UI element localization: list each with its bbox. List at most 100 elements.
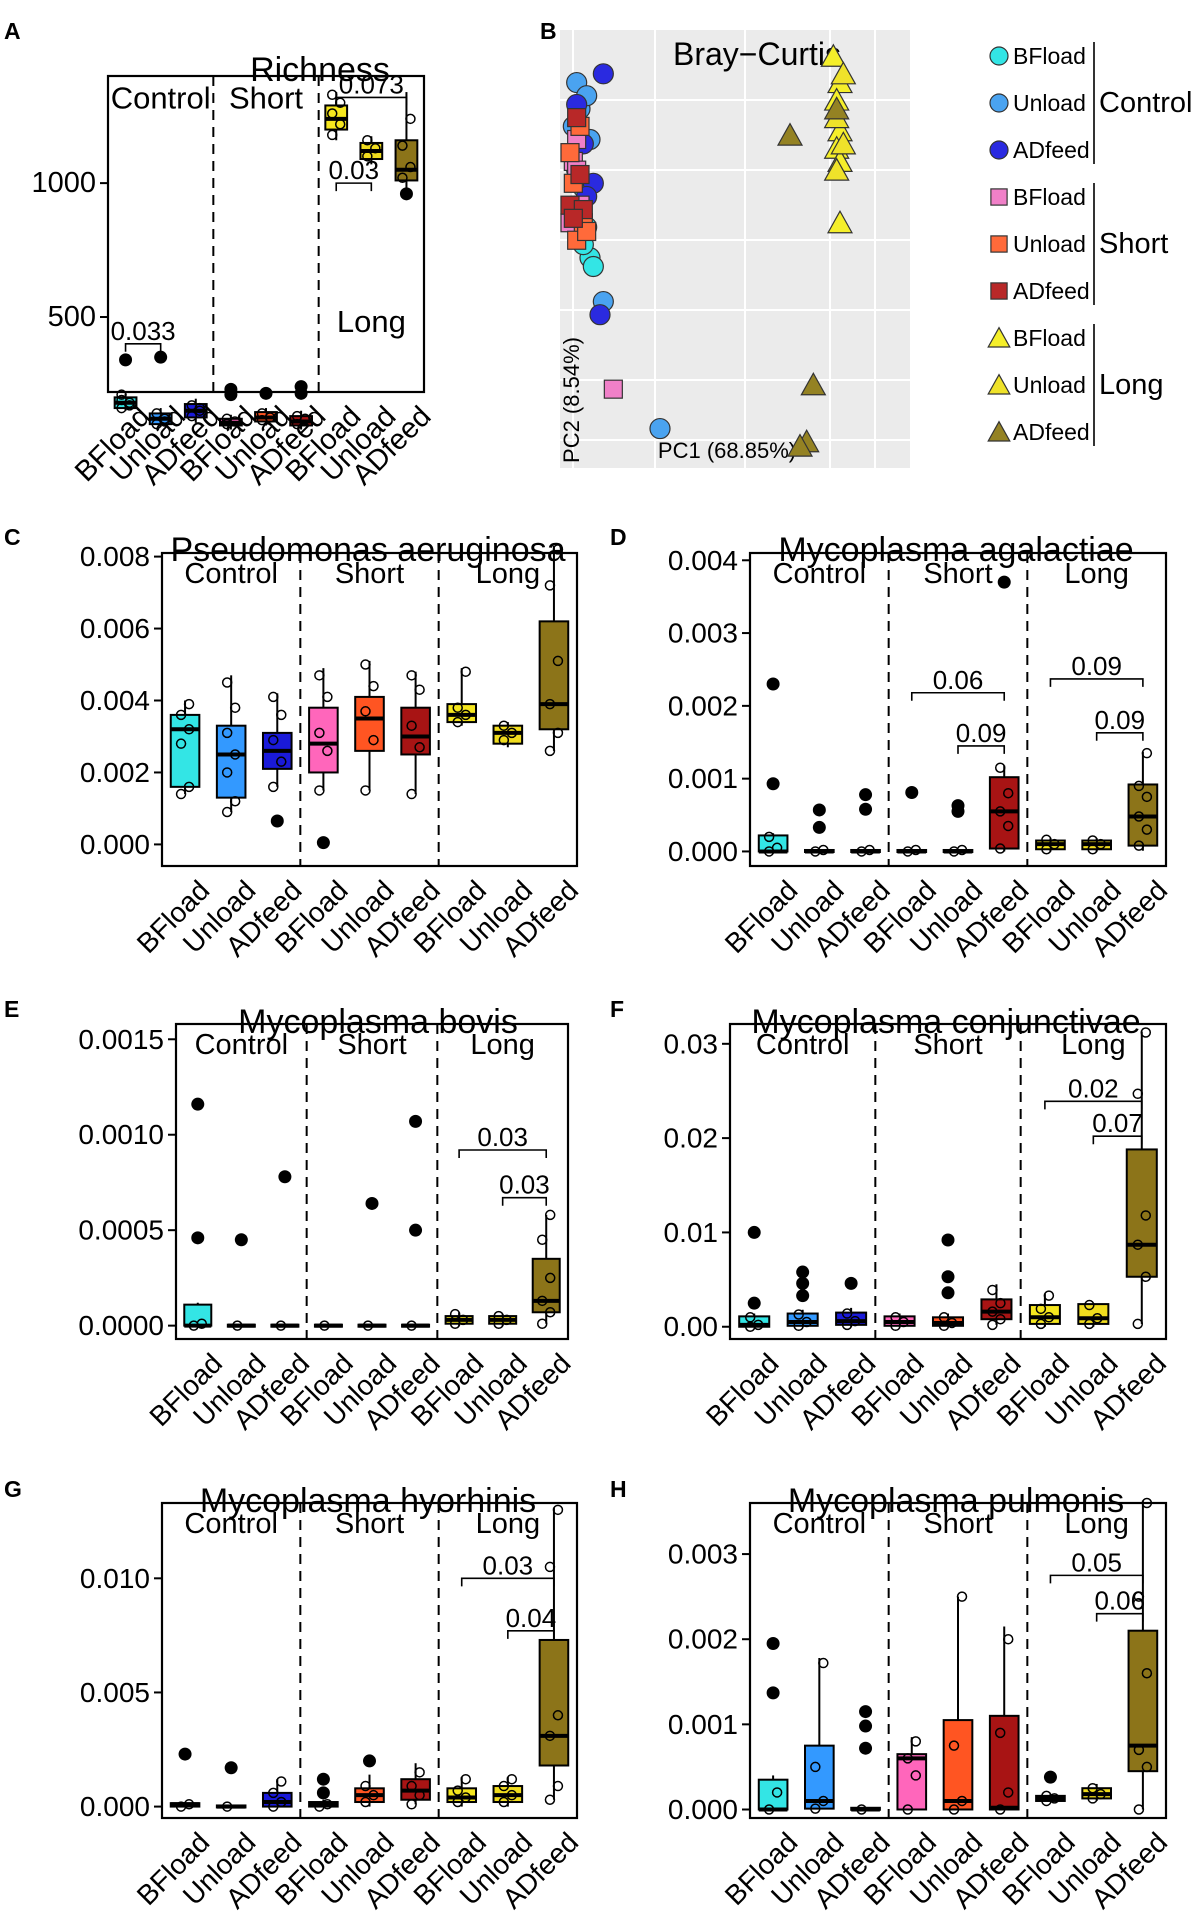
box-1 <box>757 677 789 857</box>
data-point <box>506 1789 518 1801</box>
group-label: Short <box>923 558 992 590</box>
p-value-label: 0.073 <box>339 69 404 99</box>
box-9 <box>538 1504 570 1805</box>
legend-marker <box>989 140 1009 160</box>
data-point <box>1140 1210 1152 1221</box>
group-label: Short <box>337 1029 406 1061</box>
data-point <box>460 1792 471 1803</box>
data-point <box>326 89 338 100</box>
significance-bracket: 0.03 <box>458 1122 548 1158</box>
box-4 <box>896 785 928 857</box>
bracket-line <box>335 96 408 106</box>
y-tick-label: 0.000 <box>668 836 738 867</box>
significance-bracket: 0.03 <box>499 1170 550 1206</box>
legend-marker <box>987 420 1011 442</box>
data-point <box>1041 834 1052 846</box>
data-point <box>1132 1088 1144 1100</box>
group-label: Short <box>229 80 303 115</box>
scatter-point <box>823 96 850 120</box>
data-point <box>544 580 556 591</box>
legend-item-label: ADfeed <box>1013 137 1090 163</box>
outlier-point <box>294 380 308 394</box>
group-label: Long <box>1061 1029 1126 1061</box>
box-iqr <box>308 706 339 774</box>
p-value-label: 0.07 <box>1092 1108 1143 1138</box>
box-8 <box>1081 835 1112 855</box>
box-8 <box>1081 1782 1112 1804</box>
group-label: Short <box>913 1029 982 1061</box>
group-label: Control <box>773 558 867 590</box>
box-4 <box>308 1772 339 1812</box>
box-6 <box>289 380 313 430</box>
data-point <box>498 734 510 746</box>
scatter-point <box>826 209 854 234</box>
box-1 <box>169 698 201 800</box>
data-point <box>801 1316 812 1328</box>
data-point <box>1133 811 1145 822</box>
panel-a: A Richness 500 1000 Control Short Long 0.033 0.0… <box>4 18 438 492</box>
box-7 <box>446 666 478 728</box>
group-label: Long <box>476 558 541 590</box>
data-point <box>360 785 371 796</box>
p-value-label: 0.033 <box>111 316 176 346</box>
chart-title: Mycoplasma hyorhinis <box>200 1482 536 1520</box>
data-point <box>841 1308 853 1319</box>
outlier-point <box>941 1286 955 1300</box>
data-point <box>544 1307 556 1318</box>
data-point <box>956 1591 968 1602</box>
panel-f: F Mycoplasma conjunctivae 0.00 0.01 0.02 0.03… <box>610 996 1172 1436</box>
data-point <box>994 843 1006 854</box>
data-point <box>397 172 408 184</box>
outlier-point <box>766 777 780 791</box>
data-point <box>1133 780 1145 792</box>
data-point <box>1133 840 1145 851</box>
outlier-point <box>399 187 413 201</box>
data-point <box>405 113 416 125</box>
outlier-point <box>363 1754 376 1768</box>
data-point <box>268 691 279 703</box>
group-label: Short <box>335 1508 404 1540</box>
group-label: Long <box>1064 1508 1129 1540</box>
box-3 <box>183 398 208 423</box>
group-label: Long <box>470 1029 535 1061</box>
data-point <box>763 831 775 843</box>
chart-title: Richness <box>250 51 390 89</box>
data-point <box>175 709 187 721</box>
legend-item-label: ADfeed <box>1013 278 1090 304</box>
data-point <box>544 698 556 710</box>
data-point <box>898 1316 909 1328</box>
data-point <box>268 1801 279 1812</box>
data-point <box>1133 1744 1145 1756</box>
y-tick-label: 0.000 <box>80 1791 150 1822</box>
data-point <box>276 756 287 767</box>
box-2 <box>215 1761 247 1812</box>
box-2 <box>786 1265 819 1332</box>
legend-marker <box>987 326 1011 348</box>
data-point <box>406 670 417 681</box>
y-tick-label: 0.008 <box>80 541 150 572</box>
data-point <box>552 727 564 739</box>
bracket-line <box>124 342 162 352</box>
box-4 <box>883 1312 916 1332</box>
scatter-point <box>592 63 614 85</box>
box-3 <box>850 788 881 857</box>
data-point <box>460 709 471 721</box>
box-iqr <box>538 620 570 731</box>
outlier-point <box>316 1786 330 1800</box>
scatter-point <box>649 417 671 440</box>
p-value-label: 0.06 <box>933 665 984 695</box>
data-point <box>221 727 233 739</box>
scatter-point <box>563 208 583 228</box>
chart-title: Mycoplasma conjunctivae <box>751 1003 1140 1041</box>
data-point <box>1035 1303 1047 1315</box>
group-label: Long <box>1064 558 1129 590</box>
data-point <box>221 413 233 425</box>
group-label: Long <box>337 304 406 339</box>
y-tick-label: 0.0005 <box>78 1215 164 1246</box>
box-5 <box>942 799 974 857</box>
box-3 <box>261 1776 293 1812</box>
data-point <box>452 1796 463 1808</box>
p-value-label: 0.03 <box>483 1550 534 1580</box>
outlier-point <box>316 1772 330 1786</box>
data-point <box>771 842 783 854</box>
